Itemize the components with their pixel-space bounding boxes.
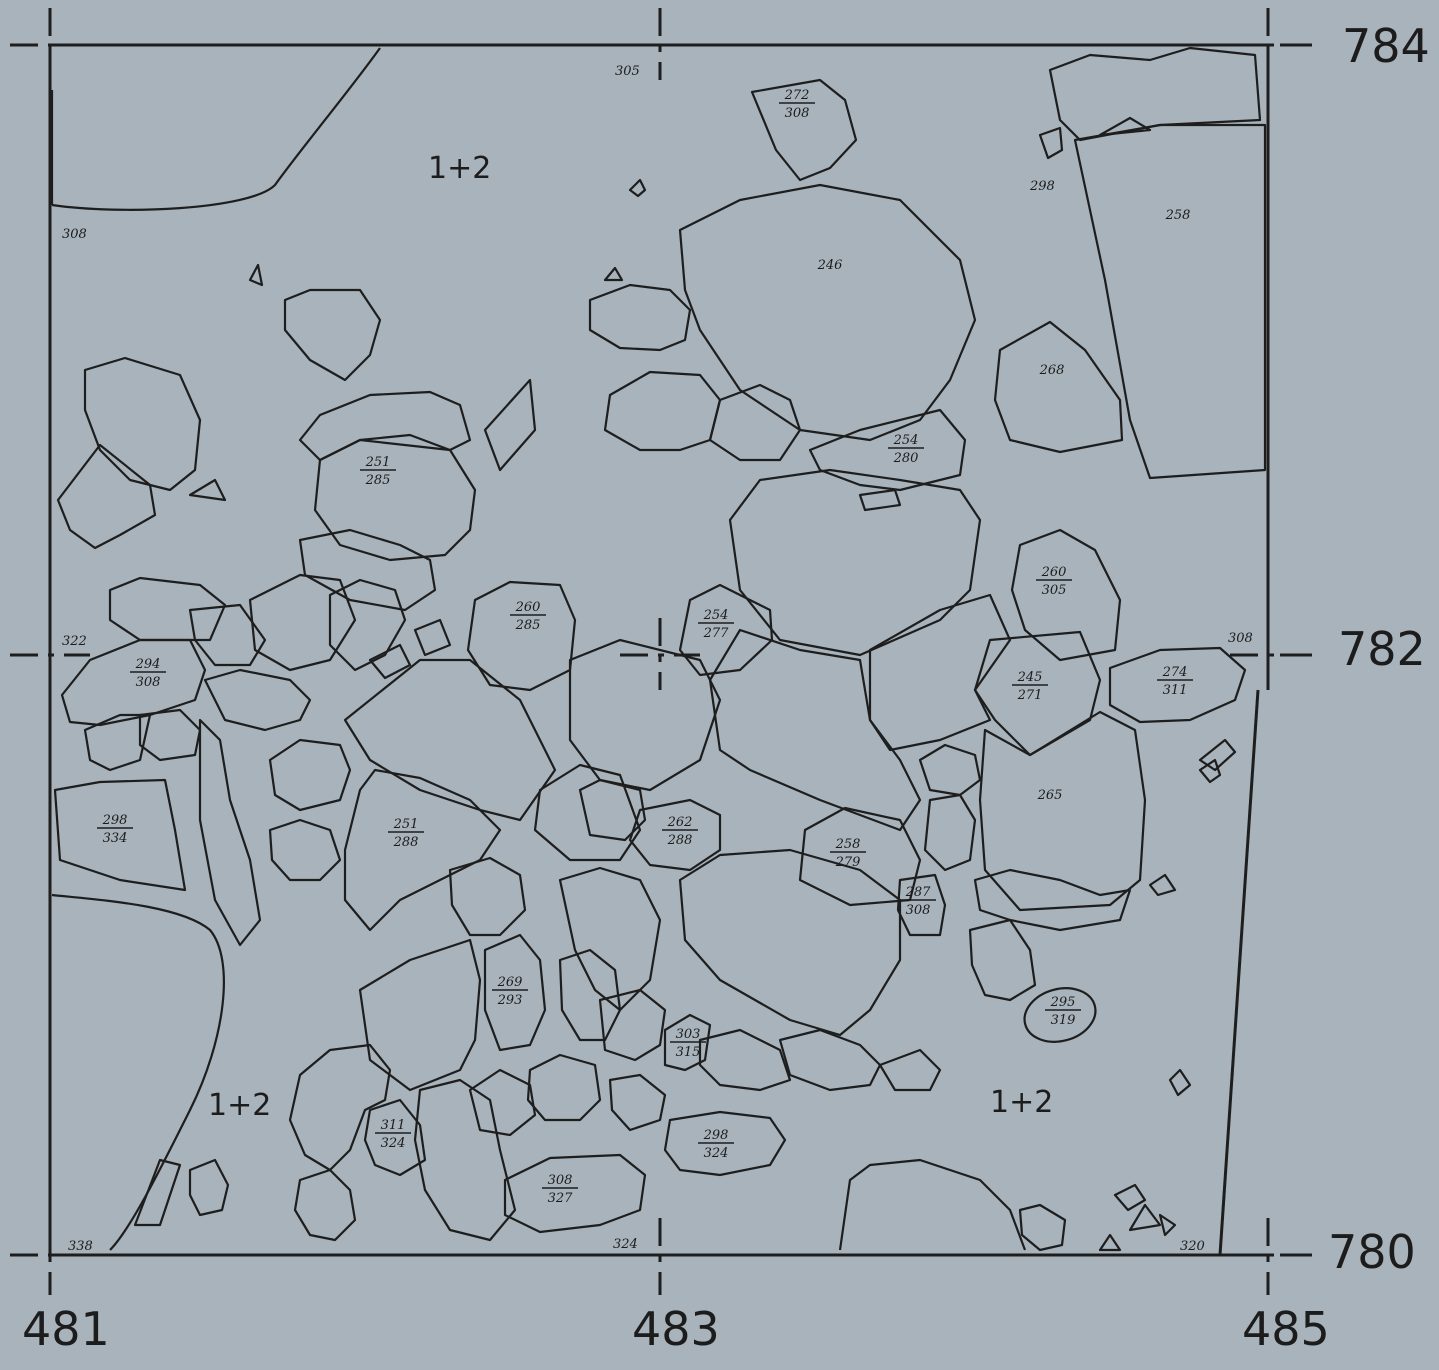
stone-bottom-elevation: 288 — [667, 833, 693, 848]
stone-bottom-elevation: 271 — [1017, 688, 1043, 703]
layer-label-bottom-right: 1+2 — [990, 1085, 1053, 1120]
stone-bottom-elevation: 324 — [704, 1146, 729, 1161]
stone-top-elevation: 294 — [135, 657, 161, 672]
grid-frame — [10, 8, 1312, 1295]
stone-label: 246 — [817, 258, 843, 273]
stone-top-elevation: 251 — [393, 817, 419, 832]
stone-top-elevation: 246 — [817, 258, 843, 273]
stone-top-elevation: 251 — [365, 455, 391, 470]
stone-bottom-elevation: 285 — [365, 473, 391, 488]
depth-label: 305 — [615, 64, 640, 79]
stone-top-elevation: 265 — [1037, 788, 1063, 803]
stone-top-elevation: 260 — [515, 600, 541, 615]
stone-top-elevation: 298 — [102, 813, 128, 828]
stone-bottom-elevation: 288 — [393, 835, 419, 850]
stone-bottom-elevation: 315 — [676, 1045, 701, 1060]
stone-top-elevation: 268 — [1039, 363, 1065, 378]
x-axis-label-483: 483 — [632, 1302, 720, 1356]
x-axis-label-485: 485 — [1242, 1302, 1330, 1356]
stone-top-elevation: 287 — [905, 885, 932, 900]
depth-label: 308 — [1228, 631, 1253, 646]
stone-bottom-elevation: 308 — [785, 106, 810, 121]
stone-top-elevation: 254 — [703, 608, 729, 623]
stone-bottom-elevation: 305 — [1042, 583, 1067, 598]
depth-label: 338 — [68, 1239, 93, 1254]
stone-bottom-elevation: 277 — [703, 626, 730, 641]
stone-top-elevation: 269 — [497, 975, 523, 990]
stone-top-elevation: 258 — [1165, 208, 1191, 223]
stone-top-elevation: 274 — [1162, 665, 1188, 680]
x-axis-label-481: 481 — [22, 1302, 110, 1356]
stone-label: 258 — [1165, 208, 1191, 223]
stone-labels: 2723082462582682542802512852603052602852… — [97, 88, 1193, 1206]
stone-bottom-elevation: 308 — [906, 903, 931, 918]
stone-bottom-elevation: 319 — [1051, 1013, 1076, 1028]
depth-label: 322 — [62, 634, 87, 649]
stone-top-elevation: 295 — [1050, 995, 1076, 1010]
y-axis-label-782: 782 — [1338, 622, 1426, 676]
depth-label: 320 — [1180, 1239, 1205, 1254]
stone-top-elevation: 245 — [1017, 670, 1043, 685]
y-axis-label-780: 780 — [1328, 1225, 1416, 1279]
stone-bottom-elevation: 327 — [548, 1191, 574, 1206]
depth-label: 298 — [1029, 179, 1055, 194]
stone-bottom-elevation: 280 — [893, 451, 919, 466]
stone-label: 268 — [1039, 363, 1065, 378]
stone-top-elevation: 260 — [1041, 565, 1067, 580]
stone-top-elevation: 262 — [667, 815, 693, 830]
depth-label: 324 — [613, 1237, 638, 1252]
stone-bottom-elevation: 285 — [515, 618, 541, 633]
layer-label-bottom-left: 1+2 — [208, 1088, 271, 1123]
stone-top-elevation: 308 — [548, 1173, 573, 1188]
stone-bottom-elevation: 334 — [103, 831, 128, 846]
stone-bottom-elevation: 324 — [381, 1136, 406, 1151]
y-axis-label-784: 784 — [1342, 19, 1430, 73]
stone-bottom-elevation: 311 — [1163, 683, 1188, 698]
stone-top-elevation: 303 — [676, 1027, 701, 1042]
stone-top-elevation: 311 — [381, 1118, 406, 1133]
stone-label: 265 — [1037, 788, 1063, 803]
stone-outlines — [50, 46, 1267, 1252]
layer-label-top: 1+2 — [428, 151, 491, 186]
stone-bottom-elevation: 279 — [835, 855, 861, 870]
stone-top-elevation: 272 — [784, 88, 810, 103]
stone-top-elevation: 258 — [835, 837, 861, 852]
stone-top-elevation: 298 — [703, 1128, 729, 1143]
stone-top-elevation: 254 — [893, 433, 919, 448]
stone-bottom-elevation: 308 — [136, 675, 161, 690]
stone-bottom-elevation: 293 — [497, 993, 523, 1008]
depth-label: 308 — [62, 227, 87, 242]
